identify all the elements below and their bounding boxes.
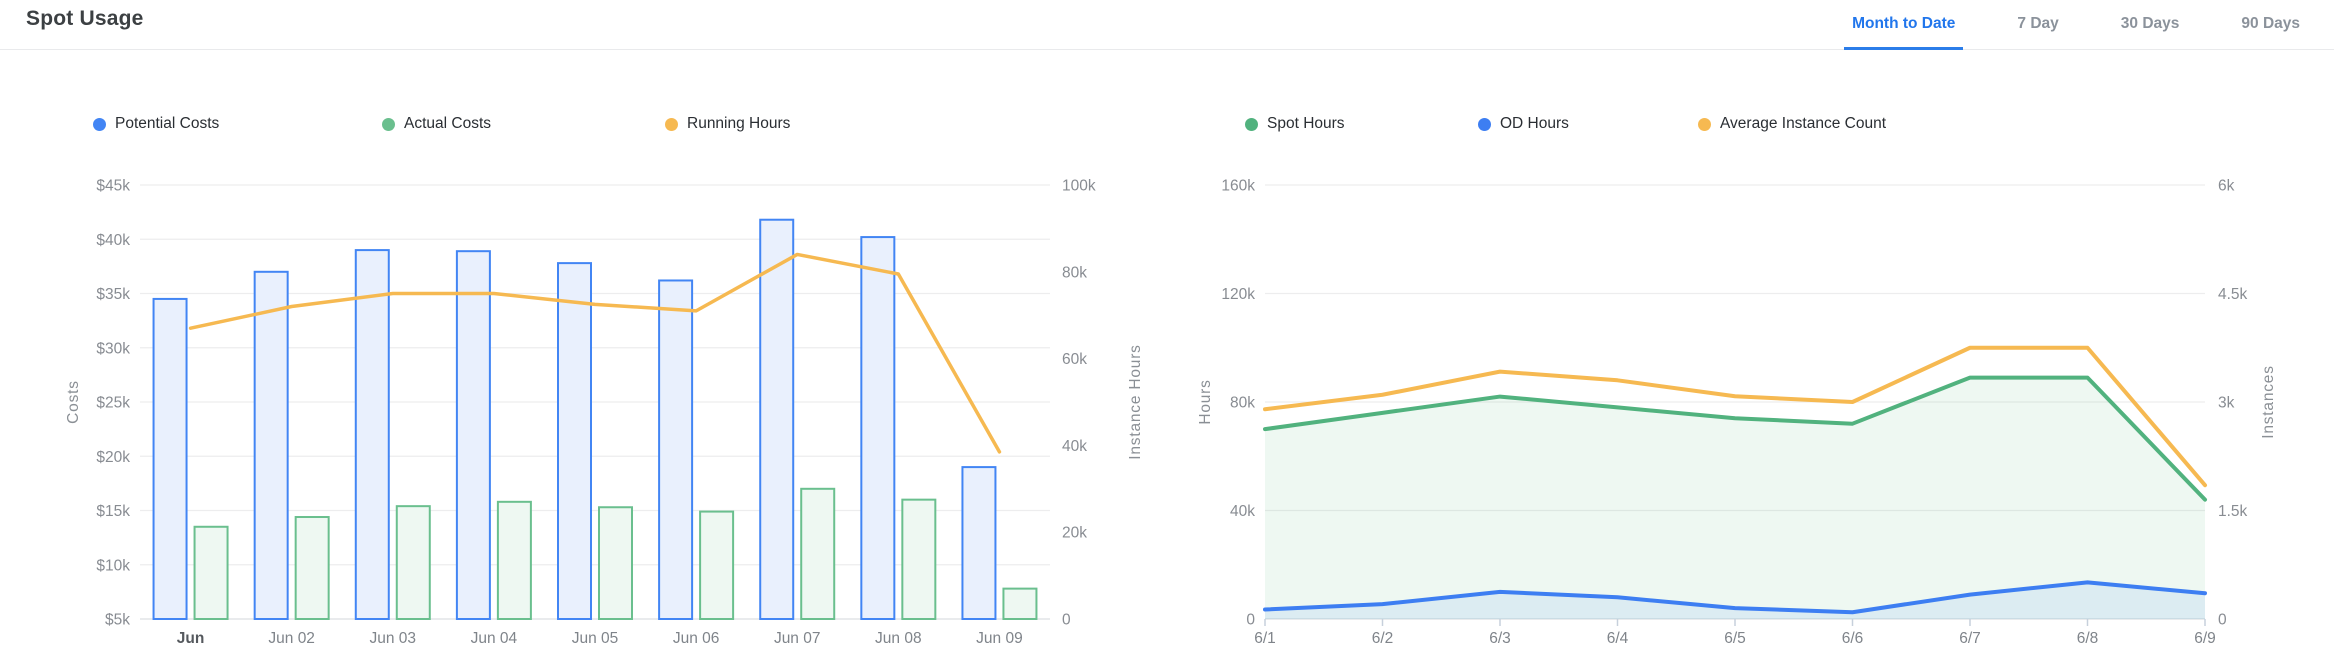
svg-text:6/1: 6/1 [1254,630,1276,647]
svg-text:Instances: Instances [2260,365,2277,439]
time-range-tabs: Month to Date 7 Day 30 Days 90 Days [1844,0,2308,50]
legend-label: Actual Costs [404,115,492,132]
svg-text:Instance Hours: Instance Hours [1127,344,1144,459]
svg-text:1.5k: 1.5k [2218,503,2248,520]
legend-label: Average Instance Count [1720,115,1887,132]
spot-hours-area [1265,377,2205,619]
svg-text:6/6: 6/6 [1842,630,1864,647]
svg-text:120k: 120k [1221,286,1255,303]
dashboard-header: Spot Usage Month to Date 7 Day 30 Days 9… [0,0,2334,50]
legend-item-running-hours[interactable]: Running Hours [665,112,790,136]
actual-costs-dot-icon [382,117,395,131]
plot-area: 160k 120k 80k 40k 0 6k 4.5k 3k 1.5k 0 [1221,178,2247,629]
spot-hours-dot-icon [1245,117,1258,131]
tab-7-day[interactable]: 7 Day [2017,15,2059,32]
svg-text:3k: 3k [2218,395,2235,412]
od-hours-area [1265,582,2205,619]
svg-text:Jun 05: Jun 05 [572,630,619,647]
svg-text:20k: 20k [1062,525,1087,542]
tab-90-days[interactable]: 90 Days [2241,15,2300,32]
svg-text:$25k: $25k [96,395,130,412]
legend-item-potential-costs[interactable]: Potential Costs [93,112,219,136]
svg-text:$5k: $5k [105,612,130,629]
spot-hours-line [1263,375,2207,502]
od-hours-line [1263,580,2207,615]
svg-text:0: 0 [2218,612,2227,629]
svg-text:6k: 6k [2218,178,2235,195]
running-hours-dot-icon [665,117,678,131]
svg-text:Jun 02: Jun 02 [268,630,315,647]
svg-text:Jun 08: Jun 08 [875,630,922,647]
plot-area: $45k $40k $35k $30k $25k $20k $15k $10k $5k 100k 8… [96,178,1095,629]
svg-text:6/4: 6/4 [1607,630,1629,647]
svg-text:$30k: $30k [96,340,130,357]
running-hours-line [188,252,1002,454]
svg-text:40k: 40k [1062,438,1087,455]
svg-text:0: 0 [1246,612,1255,629]
svg-text:6/5: 6/5 [1724,630,1746,647]
od-hours-dot-icon [1478,117,1491,131]
svg-text:6/3: 6/3 [1489,630,1511,647]
svg-text:$10k: $10k [96,557,130,574]
svg-text:Jun 06: Jun 06 [673,630,720,647]
legend-item-spot-hours[interactable]: Spot Hours [1245,112,1345,136]
legend-item-average-instance-count[interactable]: Average Instance Count [1698,112,1886,136]
bar-series-potential-costs [152,218,997,621]
average-instance-count-dot-icon [1698,117,1711,131]
svg-text:Jun: Jun [177,630,205,647]
svg-text:160k: 160k [1221,178,1255,195]
svg-text:Costs: Costs [65,380,82,424]
svg-text:Jun 09: Jun 09 [976,630,1023,647]
svg-text:$45k: $45k [96,178,130,195]
svg-text:60k: 60k [1062,351,1087,368]
costs-bar-chart: $45k $40k $35k $30k $25k $20k $15k $10k $5k 100k 8… [65,178,1144,648]
svg-text:100k: 100k [1062,178,1096,195]
svg-text:80k: 80k [1062,264,1087,281]
legend-label: Potential Costs [115,115,220,132]
tab-30-days[interactable]: 30 Days [2120,15,2180,32]
legend-label: Running Hours [687,115,791,132]
legend-item-od-hours[interactable]: OD Hours [1478,112,1569,136]
svg-text:Hours: Hours [1197,379,1214,424]
hours-area-chart: 160k 120k 80k 40k 0 6k 4.5k 3k 1.5k 0 Hours Instanc… [1197,178,2277,648]
svg-text:Jun 03: Jun 03 [370,630,417,647]
svg-text:$40k: $40k [96,232,130,249]
legend-label: OD Hours [1500,115,1569,132]
svg-text:40k: 40k [1230,503,1255,520]
legend-item-actual-costs[interactable]: Actual Costs [382,112,491,136]
potential-costs-dot-icon [93,117,106,131]
svg-text:6/8: 6/8 [2077,630,2099,647]
page-title: Spot Usage [26,7,144,30]
svg-text:Jun 04: Jun 04 [471,630,518,647]
tab-month-to-date[interactable]: Month to Date [1844,0,1964,50]
bar-series-actual-costs [193,487,1038,621]
average-instance-count-line [1263,345,2207,488]
svg-text:$15k: $15k [96,503,130,520]
svg-text:Jun 07: Jun 07 [774,630,821,647]
svg-text:4.5k: 4.5k [2218,286,2248,303]
svg-text:6/2: 6/2 [1372,630,1394,647]
svg-text:80k: 80k [1230,395,1255,412]
svg-text:$35k: $35k [96,286,130,303]
svg-text:0: 0 [1062,612,1071,629]
svg-text:6/7: 6/7 [1959,630,1981,647]
legend-label: Spot Hours [1267,115,1345,132]
svg-text:$20k: $20k [96,449,130,466]
svg-text:6/9: 6/9 [2194,630,2216,647]
